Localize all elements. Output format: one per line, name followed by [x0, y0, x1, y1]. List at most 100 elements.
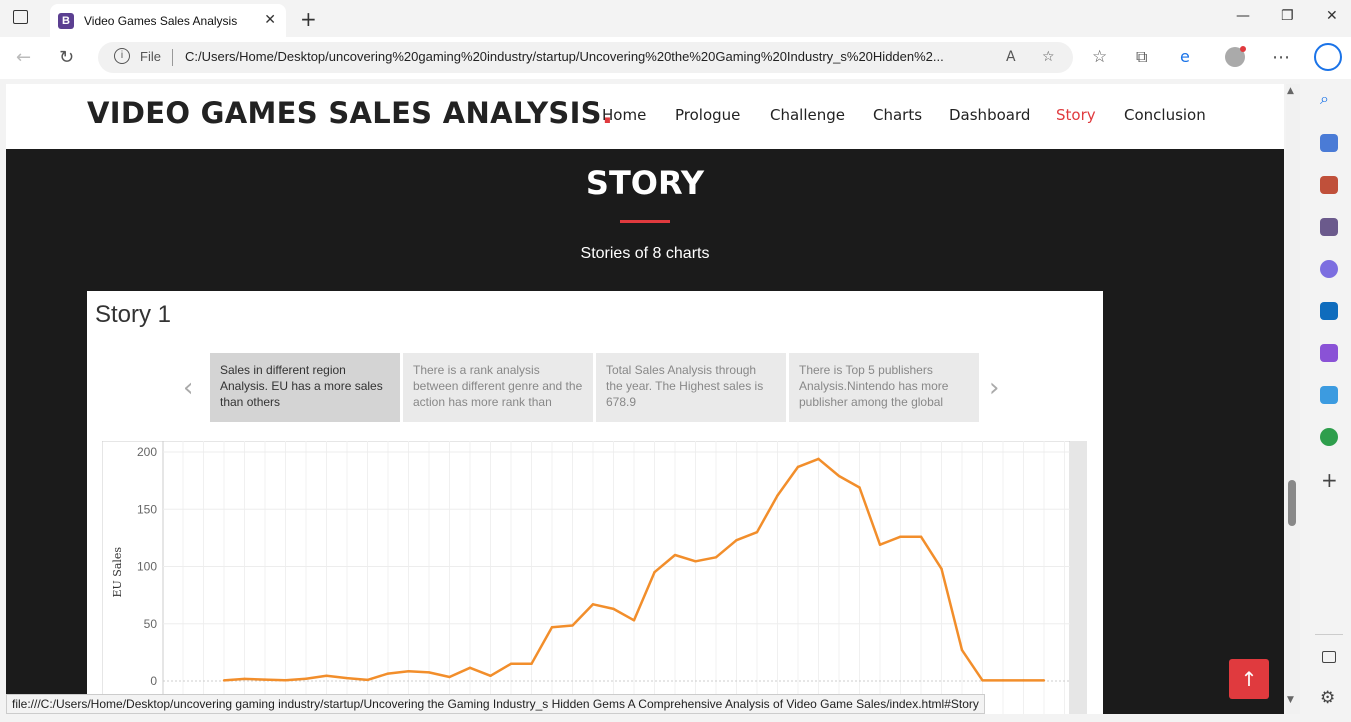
browser-titlebar: B Video Games Sales Analysis ✕ + — ❐ ✕	[0, 0, 1351, 37]
data-point[interactable]	[858, 486, 861, 489]
data-point[interactable]	[243, 677, 246, 681]
sidebar-divider	[1315, 634, 1343, 635]
url-text[interactable]: C:/Users/Home/Desktop/uncovering%20gamin…	[185, 49, 944, 64]
back-icon[interactable]: ←	[16, 47, 32, 68]
data-point[interactable]	[632, 619, 636, 622]
data-point[interactable]	[1001, 679, 1005, 682]
nav-prologue[interactable]: Prologue	[675, 106, 741, 124]
story-point-1[interactable]: Sales in different region Analysis. EU h…	[210, 353, 400, 422]
data-point[interactable]	[571, 624, 574, 627]
page-scrollbar[interactable]	[1286, 84, 1300, 714]
data-point[interactable]	[407, 670, 410, 673]
data-point[interactable]	[612, 607, 615, 611]
site-header: VIDEO GAMES SALES ANALYSIS. Home Prologu…	[6, 84, 1284, 149]
scroll-up-icon[interactable]: ▲	[1287, 86, 1294, 96]
story-point-4[interactable]: There is Top 5 publishers Analysis.Ninte…	[789, 353, 979, 422]
settings-icon[interactable]: ⚙	[1320, 688, 1336, 708]
nav-charts[interactable]: Charts	[873, 106, 923, 124]
data-point[interactable]	[1022, 679, 1025, 682]
tab-actions-icon[interactable]	[13, 10, 28, 24]
data-point[interactable]	[468, 666, 472, 670]
data-point[interactable]	[919, 535, 923, 538]
split-screen-icon[interactable]	[1322, 651, 1336, 663]
nav-conclusion[interactable]: Conclusion	[1124, 106, 1206, 124]
chevron-right-icon[interactable]: ›	[989, 373, 1000, 403]
data-point[interactable]	[755, 530, 759, 534]
data-point[interactable]	[427, 671, 431, 674]
data-point[interactable]	[591, 603, 595, 606]
shopping-icon[interactable]	[1320, 134, 1338, 152]
data-point[interactable]	[325, 674, 328, 678]
nav-home[interactable]: Home	[602, 106, 647, 124]
data-point[interactable]	[509, 662, 513, 666]
page-scrollbar-thumb[interactable]	[1288, 480, 1296, 526]
send-icon[interactable]	[1320, 386, 1338, 404]
data-point[interactable]	[222, 679, 226, 682]
add-favorite-icon[interactable]: ☆	[1042, 49, 1055, 65]
favorites-icon[interactable]: ☆	[1092, 47, 1108, 67]
restore-icon[interactable]: ❐	[1281, 8, 1294, 24]
data-point[interactable]	[878, 543, 882, 546]
nav-story[interactable]: Story	[1056, 106, 1096, 124]
tools-icon[interactable]	[1320, 176, 1338, 194]
data-point[interactable]	[366, 678, 369, 682]
chevron-left-icon[interactable]: ‹	[183, 373, 194, 403]
story-point-2[interactable]: There is a rank analysis between differe…	[403, 353, 593, 422]
story-point-3[interactable]: Total Sales Analysis through the year. T…	[596, 353, 786, 422]
add-icon[interactable]: +	[1321, 468, 1338, 492]
more-options-icon[interactable]: ⋯	[1272, 47, 1290, 68]
data-point[interactable]	[735, 538, 738, 542]
data-point[interactable]	[837, 474, 841, 478]
nav-dashboard[interactable]: Dashboard	[949, 106, 1031, 124]
search-icon[interactable]: ⌕	[1320, 89, 1329, 108]
scroll-down-icon[interactable]: ▼	[1287, 695, 1294, 705]
data-point[interactable]	[714, 556, 718, 559]
data-point[interactable]	[776, 494, 779, 497]
data-point[interactable]	[345, 676, 349, 680]
data-point[interactable]	[694, 560, 697, 563]
new-tab-icon[interactable]: +	[300, 7, 317, 31]
line-chart-svg: 0 50 100 150 200 EU Sales	[101, 440, 1071, 714]
data-point[interactable]	[796, 465, 800, 469]
nav-challenge[interactable]: Challenge	[770, 106, 845, 124]
back-to-top-button[interactable]: ↑	[1229, 659, 1269, 699]
data-point[interactable]	[263, 678, 267, 681]
games-icon[interactable]	[1320, 218, 1338, 236]
tree-icon[interactable]	[1320, 428, 1338, 446]
tab-title: Video Games Sales Analysis	[84, 13, 238, 28]
y-tick-label: 50	[144, 617, 158, 631]
data-point[interactable]	[960, 648, 964, 652]
chart-scrollbar[interactable]	[1071, 441, 1087, 714]
profile-avatar[interactable]	[1225, 47, 1245, 67]
data-point[interactable]	[550, 625, 554, 629]
close-tab-icon[interactable]: ✕	[264, 12, 276, 28]
microsoft365-icon[interactable]	[1320, 260, 1338, 278]
data-point[interactable]	[817, 457, 820, 461]
data-point[interactable]	[899, 535, 902, 538]
close-window-icon[interactable]: ✕	[1326, 8, 1338, 24]
designer-icon[interactable]	[1320, 344, 1338, 362]
browser-tab[interactable]: B Video Games Sales Analysis ✕	[50, 4, 286, 37]
data-point[interactable]	[304, 677, 308, 680]
info-icon[interactable]: i	[114, 48, 130, 64]
copilot-icon[interactable]	[1314, 43, 1342, 71]
collections-icon[interactable]: ⧉	[1136, 47, 1148, 66]
site-logo[interactable]: VIDEO GAMES SALES ANALYSIS.	[87, 96, 614, 130]
browser-essentials-icon[interactable]: e	[1180, 47, 1190, 66]
read-aloud-icon[interactable]: A	[1006, 49, 1016, 65]
data-point[interactable]	[448, 675, 451, 679]
data-point[interactable]	[673, 553, 677, 557]
data-point[interactable]	[284, 679, 287, 682]
outlook-icon[interactable]	[1320, 302, 1338, 320]
data-point[interactable]	[1042, 679, 1046, 682]
address-bar[interactable]: i File C:/Users/Home/Desktop/uncovering%…	[98, 42, 1073, 73]
minimize-icon[interactable]: —	[1236, 8, 1250, 24]
data-point[interactable]	[940, 567, 943, 570]
data-point[interactable]	[386, 672, 390, 675]
data-point[interactable]	[489, 674, 492, 678]
data-point[interactable]	[981, 679, 984, 682]
data-point[interactable]	[653, 571, 656, 574]
refresh-icon[interactable]: ↻	[59, 47, 75, 68]
data-point[interactable]	[530, 662, 533, 666]
y-axis-label: EU Sales	[111, 547, 124, 598]
